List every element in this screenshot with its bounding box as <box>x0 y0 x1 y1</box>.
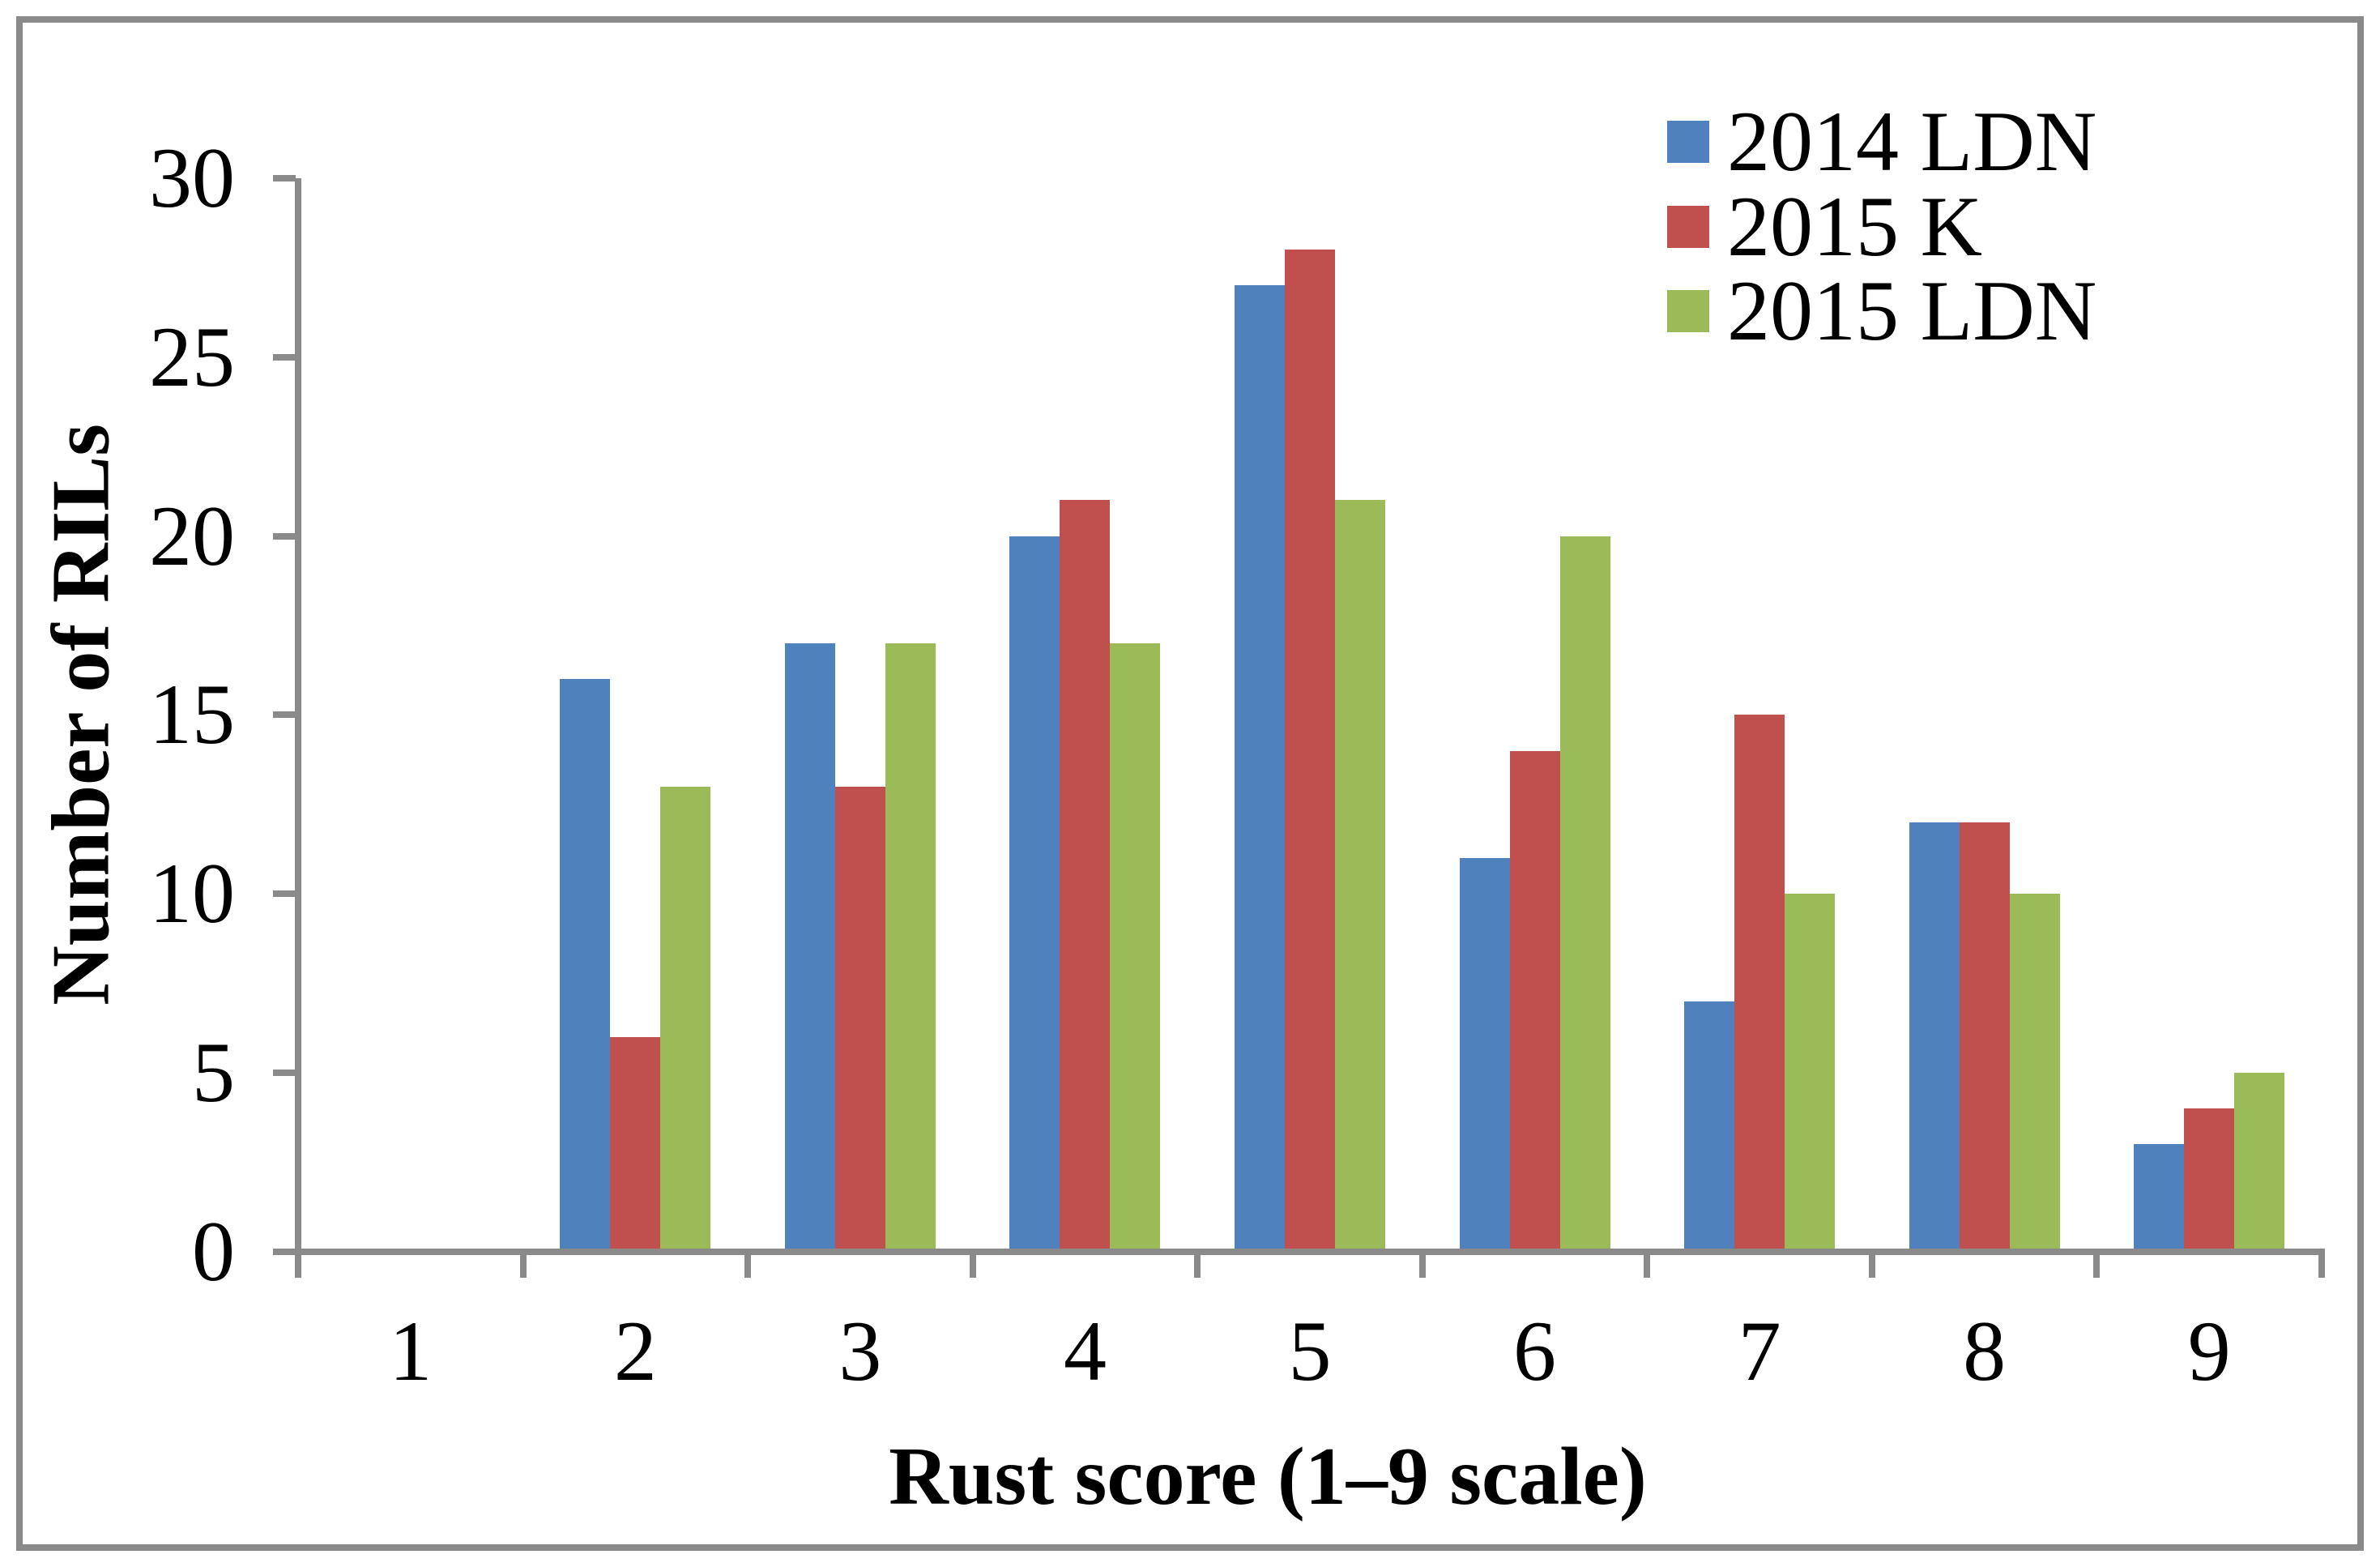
x-axis-title: Rust score (1–9 scale) <box>889 1431 1647 1522</box>
bar-2014-ldn <box>1909 822 1960 1252</box>
legend-label: 2015 K <box>1727 178 1983 274</box>
x-tick-mark <box>2093 1252 2101 1278</box>
figure-border <box>16 16 2364 1551</box>
legend-label: 2014 LDN <box>1727 94 2097 189</box>
bar-2015-ldn <box>1785 894 1836 1252</box>
x-tick-label: 1 <box>389 1304 433 1398</box>
y-axis-line <box>295 177 301 1255</box>
bar-2015-ldn <box>2009 894 2060 1252</box>
bar-2015-ldn <box>1335 500 1385 1252</box>
y-tick-label: 30 <box>149 130 235 225</box>
bar-2015-ldn <box>1110 643 1161 1252</box>
bar-2015-ldn <box>2234 1073 2285 1252</box>
bar-2015-k <box>1734 715 1785 1252</box>
y-tick-label: 5 <box>192 1025 235 1121</box>
legend-swatch-icon <box>1667 290 1709 332</box>
y-tick-mark <box>273 890 296 898</box>
bar-2014-ldn <box>2134 1144 2185 1252</box>
x-tick-label: 5 <box>1288 1304 1332 1398</box>
y-tick-mark <box>273 353 296 361</box>
x-tick-mark <box>2318 1252 2325 1278</box>
bar-2015-ldn <box>885 643 936 1252</box>
y-tick-label: 25 <box>149 309 235 404</box>
y-tick-mark <box>273 1070 296 1077</box>
y-tick-mark <box>273 532 296 540</box>
bar-2014-ldn <box>1459 858 1510 1252</box>
bar-2014-ldn <box>1684 1001 1735 1252</box>
legend-swatch-icon <box>1667 205 1709 248</box>
x-tick-mark <box>519 1252 527 1278</box>
legend-item: 2014 LDN <box>1667 99 2096 185</box>
x-tick-label: 6 <box>1513 1304 1557 1398</box>
y-tick-label: 15 <box>149 667 235 762</box>
legend-item: 2015 K <box>1667 178 1983 274</box>
bar-2014-ldn <box>1009 536 1060 1252</box>
legend-label: 2015 LDN <box>1727 263 2097 358</box>
bar-2015-k <box>834 786 885 1252</box>
y-tick-label: 0 <box>192 1204 235 1299</box>
bar-2015-k <box>2184 1108 2235 1252</box>
bar-2015-k <box>610 1036 661 1252</box>
x-tick-mark <box>1194 1252 1201 1278</box>
x-tick-mark <box>744 1252 752 1278</box>
y-tick-mark <box>273 174 296 181</box>
x-tick-mark <box>1644 1252 1651 1278</box>
bar-2015-k <box>1060 500 1111 1252</box>
x-tick-label: 9 <box>2187 1304 2231 1398</box>
legend-item: 2015 LDN <box>1667 268 2096 354</box>
y-tick-label: 20 <box>149 488 235 583</box>
bar-2015-k <box>1509 750 1560 1252</box>
bar-2015-k <box>1959 822 2010 1252</box>
x-tick-label: 7 <box>1738 1304 1781 1398</box>
bar-2014-ldn <box>784 643 835 1252</box>
x-tick-label: 3 <box>838 1304 882 1398</box>
y-tick-mark <box>273 711 296 719</box>
x-tick-mark <box>1418 1252 1426 1278</box>
legend-swatch-icon <box>1667 121 1709 163</box>
x-tick-mark <box>295 1252 301 1278</box>
x-tick-label: 4 <box>1063 1304 1107 1398</box>
x-tick-mark <box>1868 1252 1875 1278</box>
bar-2015-k <box>1285 250 1335 1252</box>
x-tick-label: 8 <box>1963 1304 2007 1398</box>
bar-2015-ldn <box>660 786 711 1252</box>
bar-2015-ldn <box>1559 536 1610 1252</box>
bar-2014-ldn <box>560 679 611 1252</box>
x-tick-mark <box>969 1252 976 1278</box>
x-tick-label: 2 <box>613 1304 657 1398</box>
x-axis-line <box>273 1249 2325 1255</box>
bar-2014-ldn <box>1235 285 1285 1252</box>
y-tick-label: 10 <box>149 846 235 941</box>
